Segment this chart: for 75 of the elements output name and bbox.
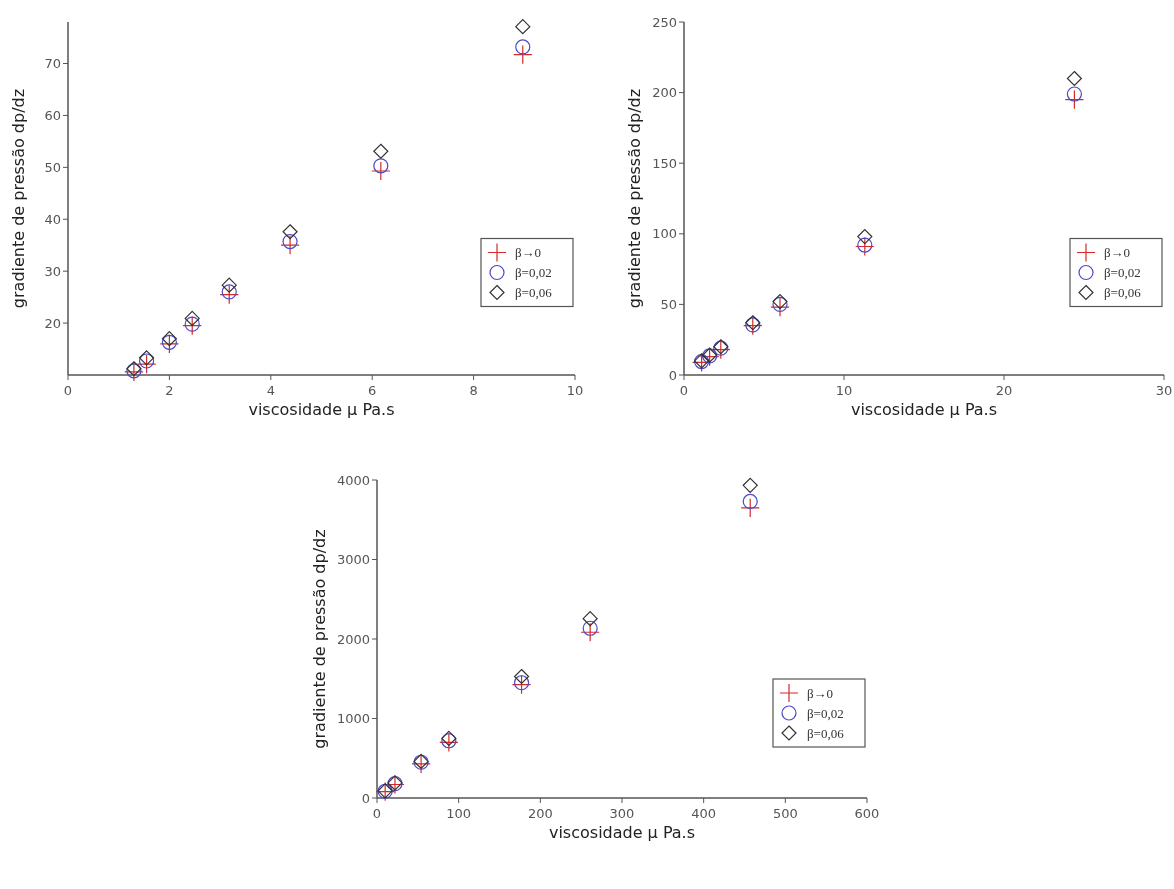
y-tick-label: 40 (44, 211, 61, 227)
x-tick-label: 0 (63, 383, 73, 398)
point (184, 310, 200, 327)
y-tick-label: 100 (652, 226, 677, 242)
x-axis-title: viscosidade μ Pa.s (850, 400, 998, 419)
point (740, 498, 760, 518)
point (219, 284, 239, 305)
x-tick-label: 10 (566, 383, 584, 398)
legend-label: β→0 (1104, 245, 1131, 261)
point (1066, 86, 1082, 102)
y-tick-label: 0 (361, 790, 370, 806)
legend-label: β=0,02 (1104, 265, 1141, 281)
x-tick-label: 2 (165, 383, 174, 398)
y-tick-label: 2000 (336, 631, 370, 647)
point (580, 622, 600, 642)
y-tick-label: 30 (44, 263, 61, 279)
point (280, 235, 300, 255)
y-tick-label: 4000 (336, 472, 370, 488)
legend-label: β=0,06 (807, 725, 845, 741)
legend-label: β=0,02 (515, 265, 552, 281)
point (515, 19, 531, 35)
y-tick-label: 20 (44, 315, 61, 331)
point (373, 158, 389, 174)
legend-label: β→0 (807, 685, 834, 701)
y-tick-label: 60 (44, 107, 61, 123)
legend-label: β→0 (515, 245, 542, 261)
point (136, 354, 157, 374)
x-tick-label: 0 (372, 806, 382, 821)
x-axis-title: viscosidade μ Pa.s (548, 823, 696, 842)
point (282, 233, 298, 250)
x-tick-label: 600 (854, 806, 880, 821)
x-tick-label: 4 (266, 383, 275, 398)
point (1066, 70, 1082, 87)
y-tick-label: 0 (668, 367, 677, 383)
y-tick-label: 150 (652, 155, 677, 171)
legend-label: β=0,06 (1104, 285, 1142, 301)
point (582, 611, 598, 627)
x-tick-label: 0 (679, 383, 689, 398)
x-axis-title: viscosidade μ Pa.s (248, 400, 395, 419)
y-axis-title: gradiente de pressão dp/dz (9, 88, 28, 309)
x-tick-label: 10 (835, 383, 853, 398)
y-axis-title: gradiente de pressão dp/dz (310, 529, 329, 749)
point (221, 284, 237, 300)
point (1064, 89, 1085, 110)
y-tick-label: 50 (44, 159, 61, 175)
legend-label: β=0,06 (515, 285, 553, 301)
point (582, 620, 598, 636)
point (282, 224, 298, 240)
point (770, 297, 790, 317)
y-tick-label: 50 (660, 296, 677, 312)
x-tick-label: 300 (609, 806, 635, 821)
x-tick-label: 200 (527, 806, 553, 821)
x-tick-label: 400 (691, 806, 717, 821)
x-tick-label: 20 (995, 383, 1013, 398)
point (857, 229, 873, 245)
y-tick-label: 70 (44, 56, 61, 72)
y-tick-label: 3000 (336, 552, 370, 568)
point (513, 45, 533, 65)
y-axis-title: gradiente de pressão dp/dz (625, 88, 644, 309)
x-tick-label: 500 (772, 806, 798, 821)
x-tick-label: 6 (368, 383, 377, 398)
x-tick-label: 30 (1155, 383, 1173, 398)
x-tick-label: 100 (446, 806, 472, 821)
point (515, 39, 531, 55)
point (742, 493, 758, 510)
y-tick-label: 1000 (336, 711, 370, 727)
point (513, 668, 530, 685)
legend-label: β=0,02 (807, 705, 844, 721)
x-tick-label: 8 (469, 383, 478, 398)
point (221, 277, 237, 293)
y-tick-label: 250 (652, 14, 677, 30)
point (371, 161, 391, 181)
y-tick-label: 200 (652, 85, 677, 101)
point (742, 477, 758, 493)
point (373, 143, 389, 159)
